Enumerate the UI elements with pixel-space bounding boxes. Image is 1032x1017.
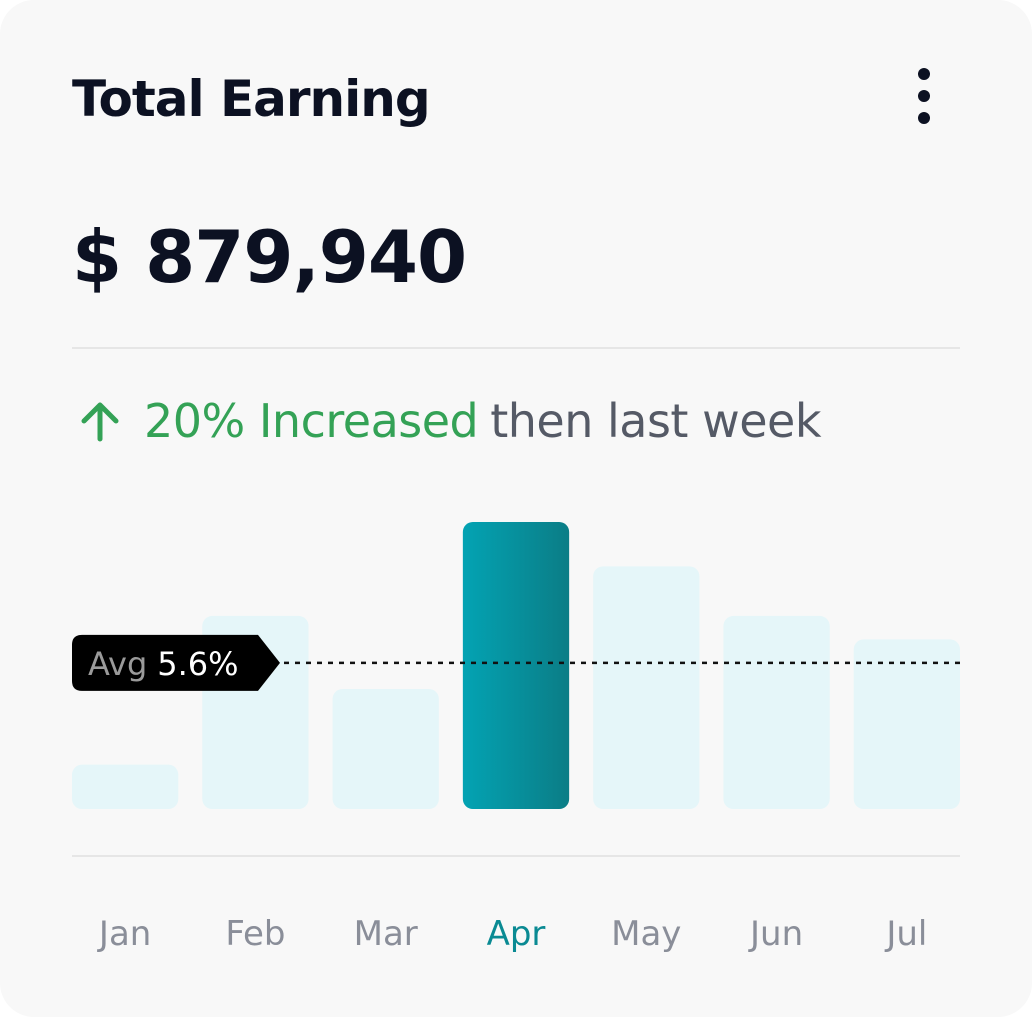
bar-jul[interactable] (853, 639, 960, 809)
total-amount: $ 879,940 (72, 215, 467, 299)
bar-jan[interactable] (72, 764, 179, 809)
arrow-up-icon (76, 397, 124, 445)
x-tick-label: Jan (97, 914, 151, 954)
more-vertical-icon (918, 68, 930, 124)
trend-caption: then last week (490, 394, 821, 448)
bar-may[interactable] (593, 566, 700, 809)
bar-mar[interactable] (332, 688, 439, 809)
x-tick-label: May (611, 914, 681, 954)
x-tick-label: Feb (225, 914, 285, 954)
bar-jun[interactable] (723, 615, 830, 809)
average-label: Avg 5.6% (88, 645, 239, 683)
card-title: Total Earning (72, 70, 431, 128)
trend-summary: 20% Increased then last week (76, 388, 821, 454)
x-tick-label: Mar (354, 914, 418, 954)
more-options-button[interactable] (900, 64, 948, 130)
divider (72, 855, 960, 857)
bar-apr[interactable] (462, 522, 570, 809)
trend-percent: 20% Increased (144, 394, 479, 448)
bar-feb[interactable] (202, 615, 309, 809)
x-tick-label: Jul (884, 914, 927, 954)
x-tick-label: Jun (748, 914, 803, 954)
average-tag (72, 634, 280, 691)
divider (72, 347, 960, 349)
x-tick-label: Apr (487, 914, 546, 954)
